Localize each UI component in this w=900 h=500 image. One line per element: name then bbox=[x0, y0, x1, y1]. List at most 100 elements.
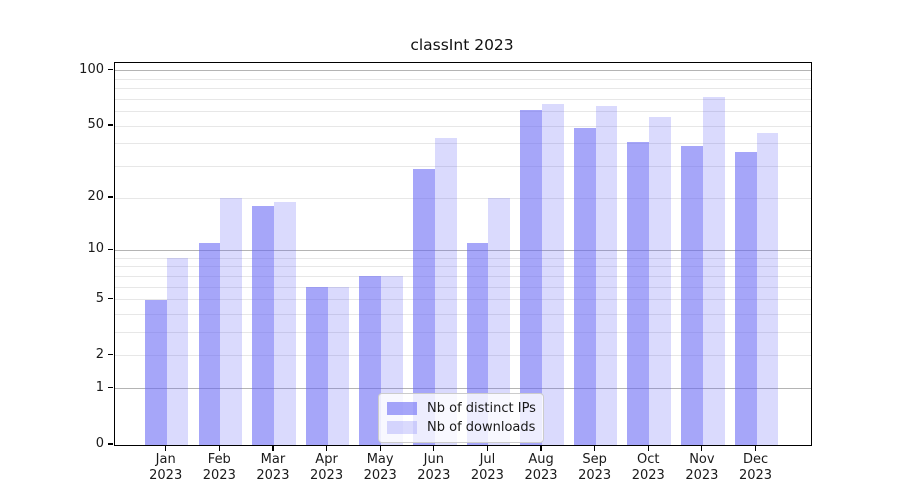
x-tick-year: 2023 bbox=[524, 468, 558, 483]
gridline-minor bbox=[115, 275, 811, 277]
gridline-minor bbox=[115, 98, 811, 100]
x-tick-year: 2023 bbox=[470, 468, 504, 483]
y-tick-label: 1 bbox=[95, 379, 104, 395]
x-tick-label: Jan 2023 bbox=[136, 452, 196, 484]
y-tick-mark bbox=[108, 196, 113, 198]
x-tick-label: Jun 2023 bbox=[404, 452, 464, 484]
y-tick-label: 100 bbox=[79, 61, 104, 77]
x-tick-label: Dec 2023 bbox=[726, 452, 786, 484]
legend-entry-distinct-ips: Nb of distinct IPs bbox=[387, 399, 536, 418]
gridline-minor bbox=[115, 286, 811, 288]
gridline-minor bbox=[115, 197, 811, 199]
legend-label-distinct-ips: Nb of distinct IPs bbox=[427, 401, 536, 416]
bar-distinct-ips bbox=[198, 243, 221, 445]
y-tick-mark bbox=[108, 354, 113, 356]
x-tick-year: 2023 bbox=[738, 468, 773, 483]
bar-distinct-ips bbox=[573, 127, 596, 445]
bar-distinct-ips bbox=[681, 145, 703, 445]
y-tick-mark bbox=[108, 68, 113, 71]
gridline-minor bbox=[115, 299, 811, 301]
x-tick-mark bbox=[754, 445, 757, 451]
bar-downloads bbox=[595, 106, 618, 445]
bar-downloads bbox=[542, 103, 564, 445]
y-tick-mark bbox=[108, 443, 113, 445]
x-tick-label: Jul 2023 bbox=[457, 452, 517, 484]
bar-distinct-ips bbox=[144, 299, 167, 445]
x-tick-mark bbox=[594, 445, 596, 451]
y-tick-label: 0 bbox=[95, 436, 104, 451]
y-tick-label: 20 bbox=[87, 189, 104, 204]
gridline-major bbox=[115, 70, 811, 72]
legend-swatch-downloads bbox=[387, 421, 417, 434]
legend-label-downloads: Nb of downloads bbox=[427, 420, 536, 435]
x-tick-label: Nov 2023 bbox=[672, 452, 732, 484]
gridline-minor bbox=[115, 355, 811, 357]
x-tick-mark bbox=[701, 445, 703, 451]
x-tick-label: May 2023 bbox=[350, 452, 410, 484]
bar-distinct-ips bbox=[627, 141, 650, 445]
x-tick-mark bbox=[540, 445, 542, 451]
y-tick-mark bbox=[108, 387, 113, 389]
y-tick-mark bbox=[108, 124, 113, 126]
gridline-major bbox=[115, 388, 811, 390]
x-tick-mark bbox=[486, 445, 488, 451]
bar-downloads bbox=[166, 258, 189, 445]
x-tick-label: Feb 2023 bbox=[189, 452, 249, 484]
legend-swatch-distinct-ips bbox=[387, 402, 417, 415]
x-tick-year: 2023 bbox=[578, 468, 612, 483]
x-tick-mark bbox=[272, 445, 274, 451]
legend-entry-downloads: Nb of downloads bbox=[387, 418, 535, 437]
legend: Nb of distinct IPs Nb of downloads bbox=[378, 393, 544, 443]
bar-distinct-ips bbox=[734, 152, 757, 445]
y-tick-label: 10 bbox=[87, 241, 104, 257]
bar-downloads bbox=[649, 117, 672, 445]
bar-downloads bbox=[220, 198, 243, 445]
y-tick-label: 50 bbox=[87, 117, 104, 133]
y-tick-label: 5 bbox=[95, 290, 104, 306]
x-tick-mark bbox=[433, 445, 435, 451]
x-tick-year: 2023 bbox=[202, 468, 236, 483]
x-tick-year: 2023 bbox=[685, 468, 719, 483]
gridline-minor bbox=[115, 332, 811, 334]
chart-title: classInt 2023 bbox=[410, 36, 514, 54]
gridline-major bbox=[115, 249, 811, 251]
plot-area bbox=[114, 62, 812, 446]
x-tick-year: 2023 bbox=[631, 468, 665, 483]
gridline-minor bbox=[115, 125, 811, 127]
x-tick-year: 2023 bbox=[256, 468, 290, 483]
x-tick-mark bbox=[647, 445, 649, 451]
gridline-minor bbox=[115, 111, 811, 112]
x-tick-mark bbox=[165, 445, 167, 451]
gridline-minor bbox=[115, 165, 811, 167]
x-tick-label: Apr 2023 bbox=[297, 452, 357, 484]
x-tick-mark bbox=[218, 445, 220, 451]
bar-downloads bbox=[273, 201, 296, 445]
gridline-minor bbox=[115, 257, 811, 259]
bar-distinct-ips bbox=[359, 276, 382, 445]
bar-downloads bbox=[756, 132, 779, 445]
gridline-minor bbox=[115, 266, 811, 268]
x-tick-mark bbox=[325, 445, 328, 451]
x-tick-year: 2023 bbox=[310, 468, 344, 483]
x-tick-label: Sep 2023 bbox=[565, 452, 625, 484]
gridline-minor bbox=[115, 78, 811, 80]
x-tick-mark bbox=[379, 445, 381, 451]
x-tick-year: 2023 bbox=[417, 468, 451, 483]
gridline-minor bbox=[115, 87, 811, 89]
x-tick-label: Mar 2023 bbox=[243, 452, 303, 484]
x-tick-year: 2023 bbox=[363, 468, 397, 483]
bar-distinct-ips bbox=[305, 287, 328, 445]
bar-downloads bbox=[702, 96, 725, 445]
y-tick-label: 2 bbox=[95, 346, 104, 362]
bar-downloads bbox=[434, 138, 457, 445]
gridline-minor bbox=[115, 143, 811, 145]
bar-distinct-ips bbox=[413, 169, 435, 445]
y-tick-mark bbox=[108, 298, 113, 300]
x-tick-label: Aug 2023 bbox=[511, 452, 571, 484]
y-tick-mark bbox=[108, 248, 113, 251]
bar-distinct-ips bbox=[252, 206, 274, 445]
bar-distinct-ips bbox=[520, 110, 543, 445]
x-tick-label: Oct 2023 bbox=[618, 452, 678, 484]
bar-downloads bbox=[488, 198, 511, 445]
